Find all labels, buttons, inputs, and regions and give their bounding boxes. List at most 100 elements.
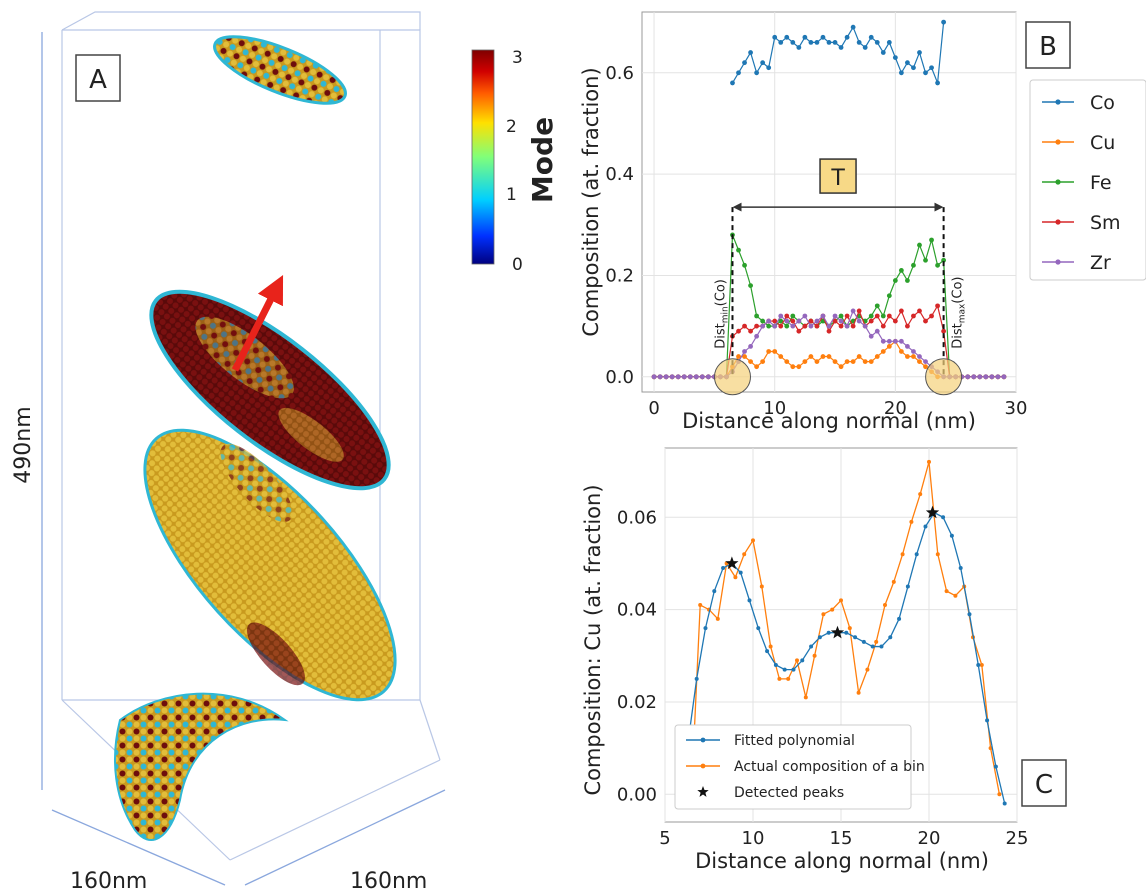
data-point-cu	[911, 354, 916, 359]
precipitate-top	[213, 35, 347, 105]
data-point-cu	[917, 359, 922, 364]
legend-label-cu: Cu	[1090, 132, 1115, 154]
plot-c-xlabel: Distance along normal (nm)	[695, 849, 989, 873]
data-point-fitted	[1002, 801, 1007, 806]
data-point-zr	[772, 323, 778, 329]
data-point-co	[838, 45, 844, 50]
plot-b-xlabel: Distance along normal (nm)	[682, 409, 976, 433]
legend-star	[697, 786, 709, 797]
plot-b-ytick: 0.2	[605, 265, 634, 286]
data-point-co	[844, 34, 850, 40]
data-point-cu	[868, 359, 874, 364]
plot-c-series	[677, 459, 1007, 806]
legend-label: Fitted polynomial	[734, 733, 855, 749]
data-point-zr	[995, 374, 1001, 380]
data-point-cu	[784, 359, 790, 364]
plot-c-ytick: 0.00	[617, 784, 657, 805]
plot-c-ylabel: Composition: Cu (at. fraction)	[581, 484, 605, 795]
panel-c-label: C	[1035, 770, 1053, 800]
data-point-co	[790, 40, 796, 45]
data-point-fitted	[703, 626, 708, 631]
detected-peak	[830, 625, 845, 639]
data-point-zr	[699, 374, 705, 380]
data-point-zr	[687, 374, 693, 380]
colorbar-tick-1: 1	[506, 185, 517, 205]
data-point-cu	[796, 364, 802, 370]
data-point-zr	[748, 344, 753, 349]
data-point-cu	[826, 354, 832, 359]
data-point-sm	[868, 318, 874, 324]
data-point-cu	[742, 354, 747, 359]
data-point-cu	[748, 359, 753, 364]
data-point-co	[772, 34, 778, 40]
data-point-fitted	[941, 515, 946, 520]
data-point-co	[760, 60, 766, 66]
data-point-co	[802, 34, 808, 40]
data-point-zr	[826, 323, 832, 329]
data-point-zr	[832, 313, 838, 319]
data-point-sm	[923, 318, 928, 324]
data-point-fitted	[817, 635, 822, 640]
data-point-zr	[796, 318, 802, 324]
data-point-fitted	[861, 639, 866, 644]
data-point-co	[754, 70, 760, 76]
data-point-actual	[759, 584, 764, 589]
plot-b-axes: 0 10 20 30 0.0 0.2 0.4 0.6	[605, 63, 1027, 419]
data-point-sm	[814, 323, 820, 329]
data-point-sm	[874, 313, 880, 319]
data-point-zr	[989, 374, 995, 380]
precipitate-middle	[143, 428, 397, 702]
data-point-cu	[862, 359, 868, 364]
data-point-zr	[705, 374, 711, 380]
data-point-co	[917, 50, 922, 55]
data-point-zr	[905, 344, 910, 349]
data-point-zr	[983, 374, 989, 380]
data-point-co	[748, 50, 753, 55]
plot-b-ytick: 0.6	[605, 63, 634, 84]
plot-b-frame	[641, 11, 1017, 393]
data-point-zr	[850, 308, 856, 314]
legend-label: Actual composition of a bin	[734, 759, 925, 775]
width-label-left: 160nm	[70, 869, 147, 894]
data-point-zr	[802, 313, 808, 319]
data-point-sm	[778, 323, 784, 329]
data-point-sm	[856, 308, 862, 314]
data-point-zr	[923, 359, 928, 364]
legend-marker	[700, 763, 706, 769]
data-point-zr	[1001, 374, 1007, 380]
data-point-fe	[874, 303, 880, 309]
data-point-sm	[929, 313, 934, 319]
data-point-zr	[892, 338, 898, 344]
colorbar-gradient	[471, 49, 495, 265]
data-point-actual	[715, 616, 720, 621]
data-point-fitted	[967, 612, 972, 617]
data-point-zr	[874, 328, 880, 334]
plot-b-annotations: T Distmin(Co) Distmax(Co)	[713, 158, 968, 396]
colorbar-title: Mode	[526, 117, 559, 203]
data-point-actual	[883, 602, 887, 607]
data-point-sm	[911, 313, 916, 319]
data-point-fitted	[791, 667, 796, 672]
height-label: 490nm	[11, 406, 36, 483]
detected-peak	[725, 556, 739, 570]
data-point-zr	[657, 374, 663, 380]
data-point-zr	[808, 323, 814, 329]
data-point-sm	[850, 323, 856, 329]
data-point-actual	[768, 644, 773, 649]
legend-marker-fe	[1055, 179, 1061, 185]
data-point-actual	[891, 579, 896, 584]
data-point-fitted	[914, 552, 919, 557]
data-point-fe	[905, 278, 910, 283]
data-point-zr	[669, 374, 675, 380]
data-point-actual	[979, 663, 984, 668]
data-point-co	[730, 80, 735, 86]
data-point-co	[929, 65, 934, 71]
data-point-fitted	[853, 635, 858, 640]
data-point-fe	[754, 313, 760, 319]
data-point-zr	[868, 333, 874, 339]
panel-a-label-box	[75, 54, 121, 102]
legend-marker-cu	[1055, 139, 1061, 145]
data-point-fitted	[765, 649, 770, 654]
data-point-fitted	[782, 667, 787, 672]
data-point-sm	[941, 328, 947, 334]
